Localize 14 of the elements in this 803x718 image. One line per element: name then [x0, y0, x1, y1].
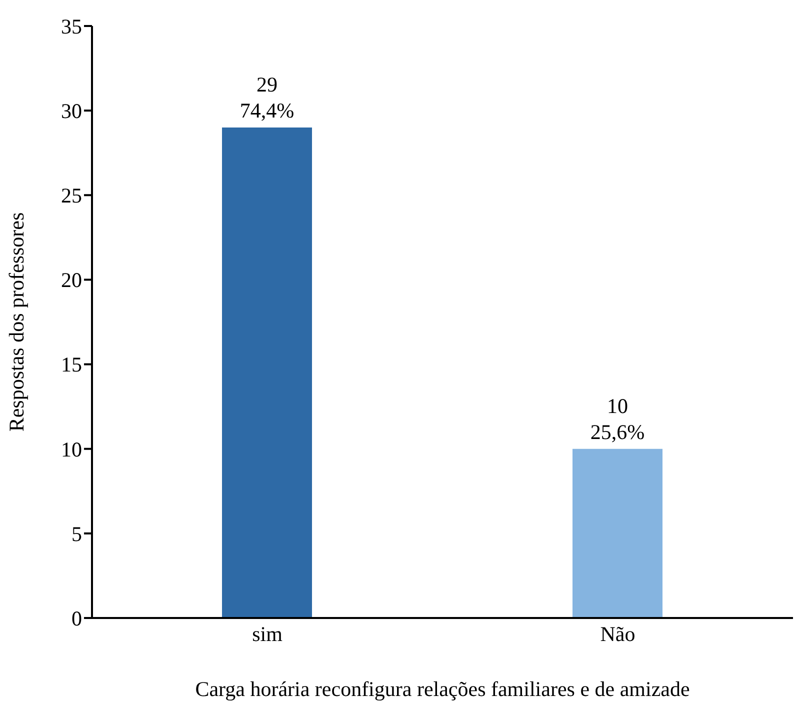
y-axis-title: Respostas dos professores	[4, 212, 28, 432]
y-tick-label: 15	[61, 352, 82, 377]
y-tick-label: 30	[61, 99, 82, 124]
y-tick-label: 5	[72, 522, 82, 546]
y-tick-label: 35	[61, 14, 82, 38]
y-tick-label: 0	[72, 606, 82, 630]
data-label: 10 25,6%	[590, 394, 645, 444]
x-tick-label: sim	[252, 622, 282, 646]
y-tick-label: 10	[61, 437, 82, 462]
x-axis-title: Carga horária reconfigura relações familiares e de amizade	[195, 677, 690, 701]
x-tick-label: Não	[600, 622, 636, 646]
y-tick-label: 20	[61, 268, 82, 292]
data-label: 29 74,4%	[240, 72, 294, 122]
y-tick-label: 25	[61, 184, 82, 208]
